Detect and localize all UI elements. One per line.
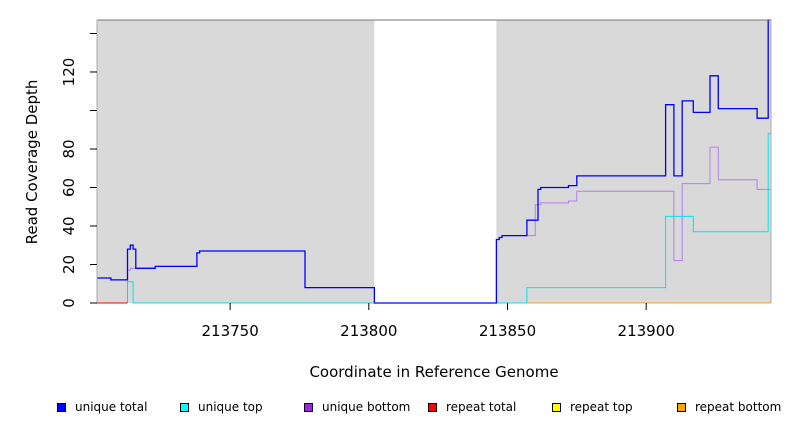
legend-swatch-unique-top [180, 402, 189, 412]
plot-gap-region [374, 20, 497, 303]
legend-swatch-repeat-bottom [677, 402, 686, 412]
plot-frame [96, 19, 772, 303]
legend-item-unique-bottom: unique bottom [304, 400, 410, 414]
legend-swatch-unique-total [57, 402, 66, 412]
y-tick-label-40: 40 [60, 216, 78, 235]
y-tick-label-120: 120 [60, 58, 78, 87]
legend-swatch-repeat-top [552, 402, 561, 412]
y-tick-label-60: 60 [60, 178, 78, 197]
y-axis: 0 20 40 60 80 120 [60, 32, 97, 308]
x-axis-label: Coordinate in Reference Genome [309, 363, 558, 381]
plot-region-left [97, 20, 375, 303]
series-layer [97, 19, 771, 304]
legend-label-repeat-bottom: repeat bottom [695, 400, 782, 414]
plot-background [97, 20, 771, 303]
y-axis-label: Read Coverage Depth [23, 80, 41, 245]
legend-label-unique-total: unique total [75, 400, 148, 414]
y-tick-label-20: 20 [60, 255, 78, 274]
x-tick-label-213900: 213900 [618, 322, 675, 340]
x-tick-label-213800: 213800 [340, 322, 397, 340]
y-tick-label-0: 0 [60, 298, 78, 308]
legend-item-repeat-top: repeat top [552, 400, 633, 414]
legend-label-unique-top: unique top [198, 400, 263, 414]
plot-region-right [496, 20, 771, 303]
legend-item-repeat-bottom: repeat bottom [677, 400, 781, 414]
legend-label-repeat-total: repeat total [446, 400, 517, 414]
legend-item-unique-total: unique total [57, 400, 147, 414]
legend: unique total unique top unique bottom re… [0, 400, 792, 420]
legend-swatch-repeat-total [428, 402, 437, 412]
y-tick-label-80: 80 [60, 139, 78, 158]
legend-label-unique-bottom: unique bottom [322, 400, 411, 414]
x-tick-label-213850: 213850 [479, 322, 536, 340]
legend-swatch-unique-bottom [304, 402, 313, 412]
x-axis: 213750 213800 213850 213900 [202, 303, 675, 340]
series-line-unique-total [97, 19, 771, 304]
legend-item-unique-top: unique top [180, 400, 263, 414]
legend-item-repeat-total: repeat total [428, 400, 516, 414]
legend-label-repeat-top: repeat top [570, 400, 633, 414]
x-tick-label-213750: 213750 [202, 322, 259, 340]
